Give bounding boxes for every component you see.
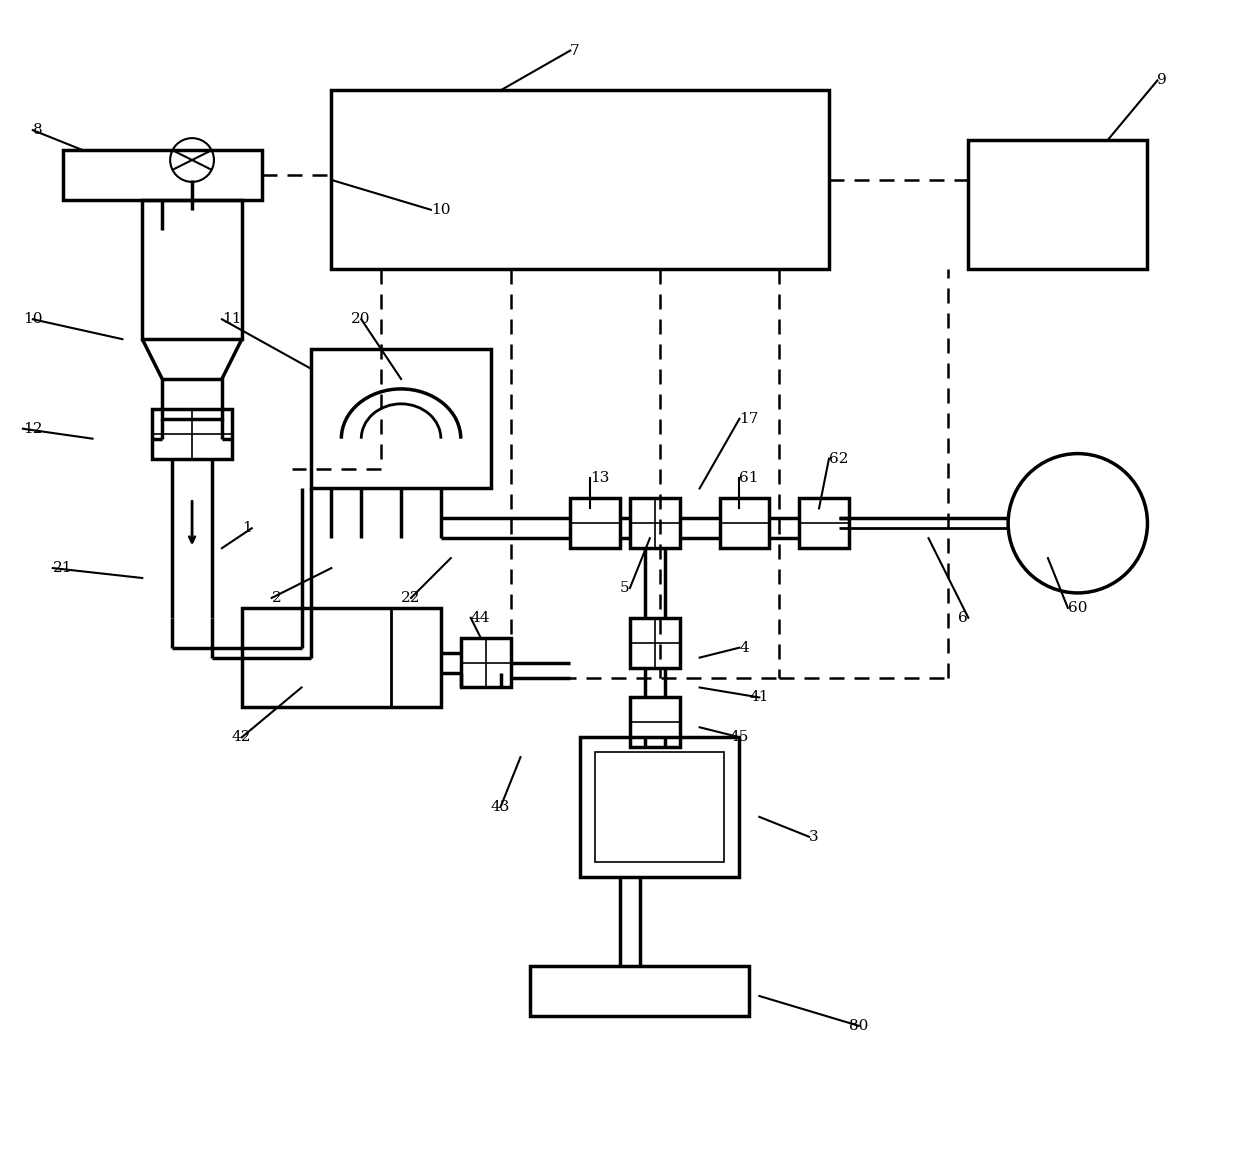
Text: 20: 20 [351,313,371,327]
Bar [968,140,1147,270]
Bar [580,738,739,877]
Bar [595,753,724,862]
Text: 11: 11 [222,313,242,327]
Text: 4: 4 [739,640,749,654]
Text: 10: 10 [22,313,42,327]
Bar [153,409,232,459]
Bar [162,379,222,419]
Bar [331,90,830,270]
Bar [63,151,262,200]
Text: 17: 17 [739,412,759,426]
Text: 62: 62 [830,452,848,466]
Bar [143,200,242,339]
Text: 45: 45 [729,731,749,745]
Bar [719,498,769,548]
Text: 7: 7 [570,44,580,58]
Bar [799,498,849,548]
Text: 3: 3 [808,830,818,844]
Text: 6: 6 [959,610,968,625]
Bar [461,638,511,688]
Text: 12: 12 [22,422,42,435]
Text: 21: 21 [53,562,72,576]
Text: 22: 22 [401,591,420,604]
Bar [630,697,680,747]
Bar [630,498,680,548]
Text: 60: 60 [1068,601,1087,615]
Text: 8: 8 [32,123,42,137]
Text: 5: 5 [620,581,630,595]
Bar [531,966,749,1016]
Text: 2: 2 [272,591,281,604]
Text: 1: 1 [242,521,252,535]
Bar [242,608,441,708]
Text: 9: 9 [1157,73,1167,87]
Text: 44: 44 [471,610,490,625]
Text: 42: 42 [232,731,252,745]
Text: 61: 61 [739,471,759,485]
Bar [570,498,620,548]
Text: 41: 41 [749,690,769,704]
Text: 80: 80 [849,1019,868,1033]
Text: 10: 10 [432,203,450,217]
Bar [630,618,680,667]
Bar [311,349,491,489]
Text: 43: 43 [491,800,510,814]
Text: 13: 13 [590,471,610,485]
